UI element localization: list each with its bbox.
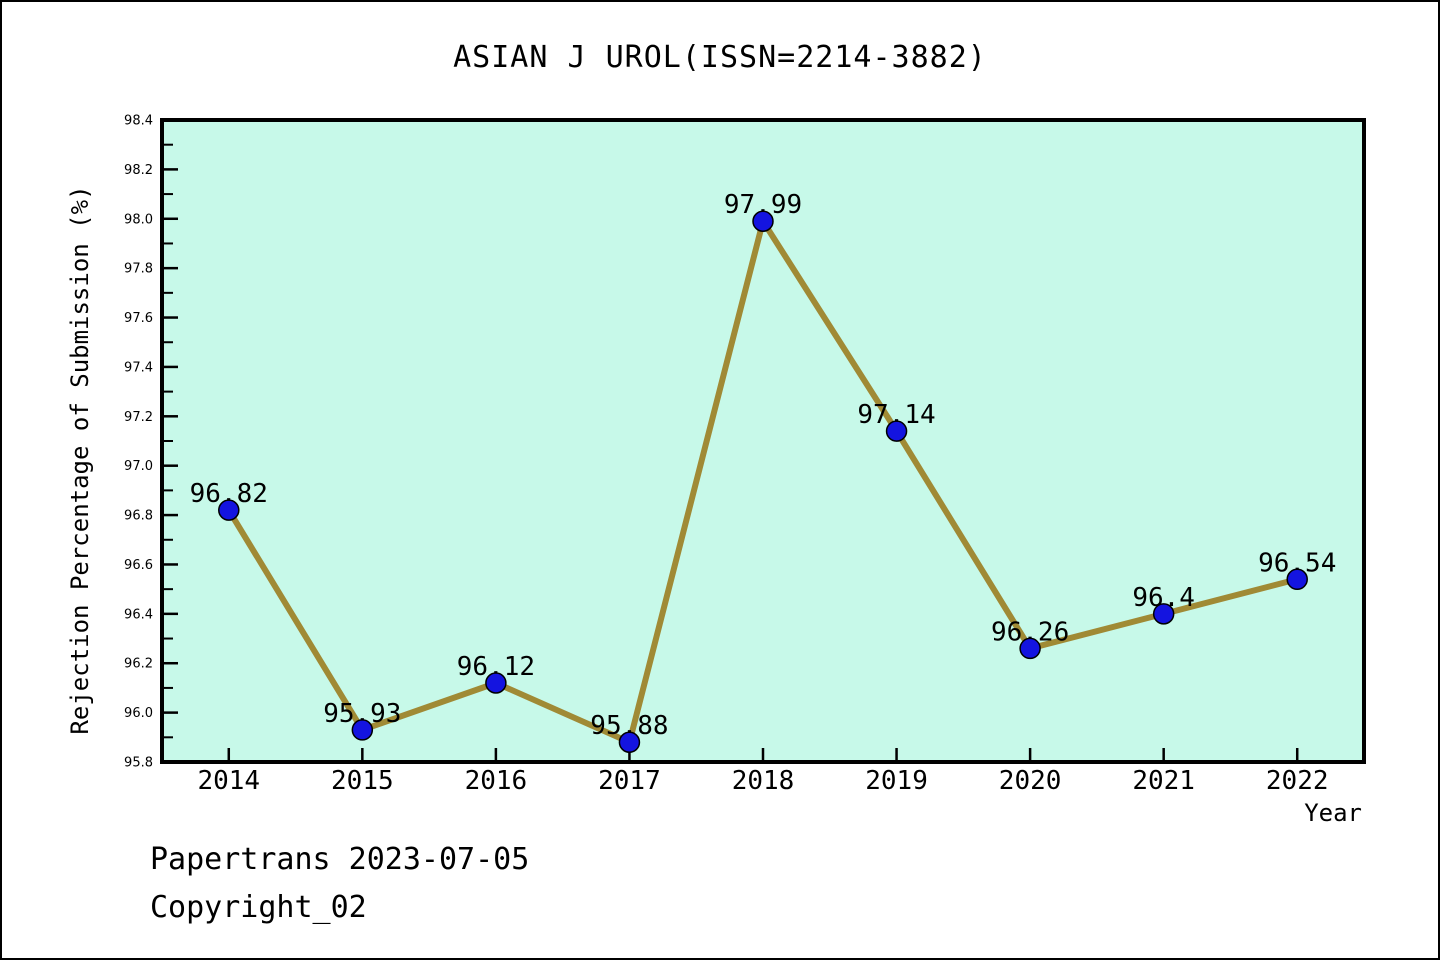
y-tick-label: 96.8 [124, 509, 153, 524]
data-point [1019, 637, 1041, 660]
y-tick-label: 98.4 [124, 114, 153, 129]
y-tick-label: 98.2 [124, 163, 153, 178]
y-tick-label: 96.4 [124, 607, 153, 622]
watermark-copyright: Copyright_02 [150, 890, 367, 925]
y-tick-label: 97.2 [124, 410, 153, 425]
x-tick-label: 2019 [865, 766, 928, 796]
data-point [1286, 568, 1308, 591]
data-point [1152, 603, 1175, 625]
x-tick-label: 2015 [331, 766, 394, 796]
data-point [618, 731, 641, 753]
x-tick-label: 2017 [598, 766, 661, 796]
x-tick-label: 2022 [1266, 766, 1329, 796]
data-point [351, 719, 374, 741]
x-tick-label: 2018 [732, 766, 795, 796]
y-tick-label: 98.0 [124, 212, 153, 227]
watermark-papertrans: Papertrans 2023-07-05 [150, 842, 530, 877]
y-tick-label: 96.6 [124, 558, 153, 573]
x-tick-label: 2016 [465, 766, 528, 796]
chart-title: ASIAN J UROL(ISSN=2214-3882) [453, 40, 987, 75]
y-tick-label: 96.0 [124, 706, 153, 721]
y-tick-label: 96.2 [124, 657, 153, 672]
x-tick-label: 2014 [197, 766, 260, 796]
y-tick-label: 97.4 [124, 360, 153, 375]
y-tick-label: 97.6 [124, 311, 153, 326]
x-axis-label: Year [1304, 799, 1362, 827]
data-point [885, 420, 908, 442]
y-tick-label: 97.0 [124, 459, 153, 474]
x-tick-label: 2020 [999, 766, 1062, 796]
y-tick-label: 95.8 [124, 756, 153, 771]
data-point [752, 210, 774, 232]
x-tick-label: 2021 [1132, 766, 1195, 796]
data-point [485, 672, 507, 694]
y-tick-label: 97.8 [124, 262, 153, 277]
data-point [218, 499, 240, 521]
